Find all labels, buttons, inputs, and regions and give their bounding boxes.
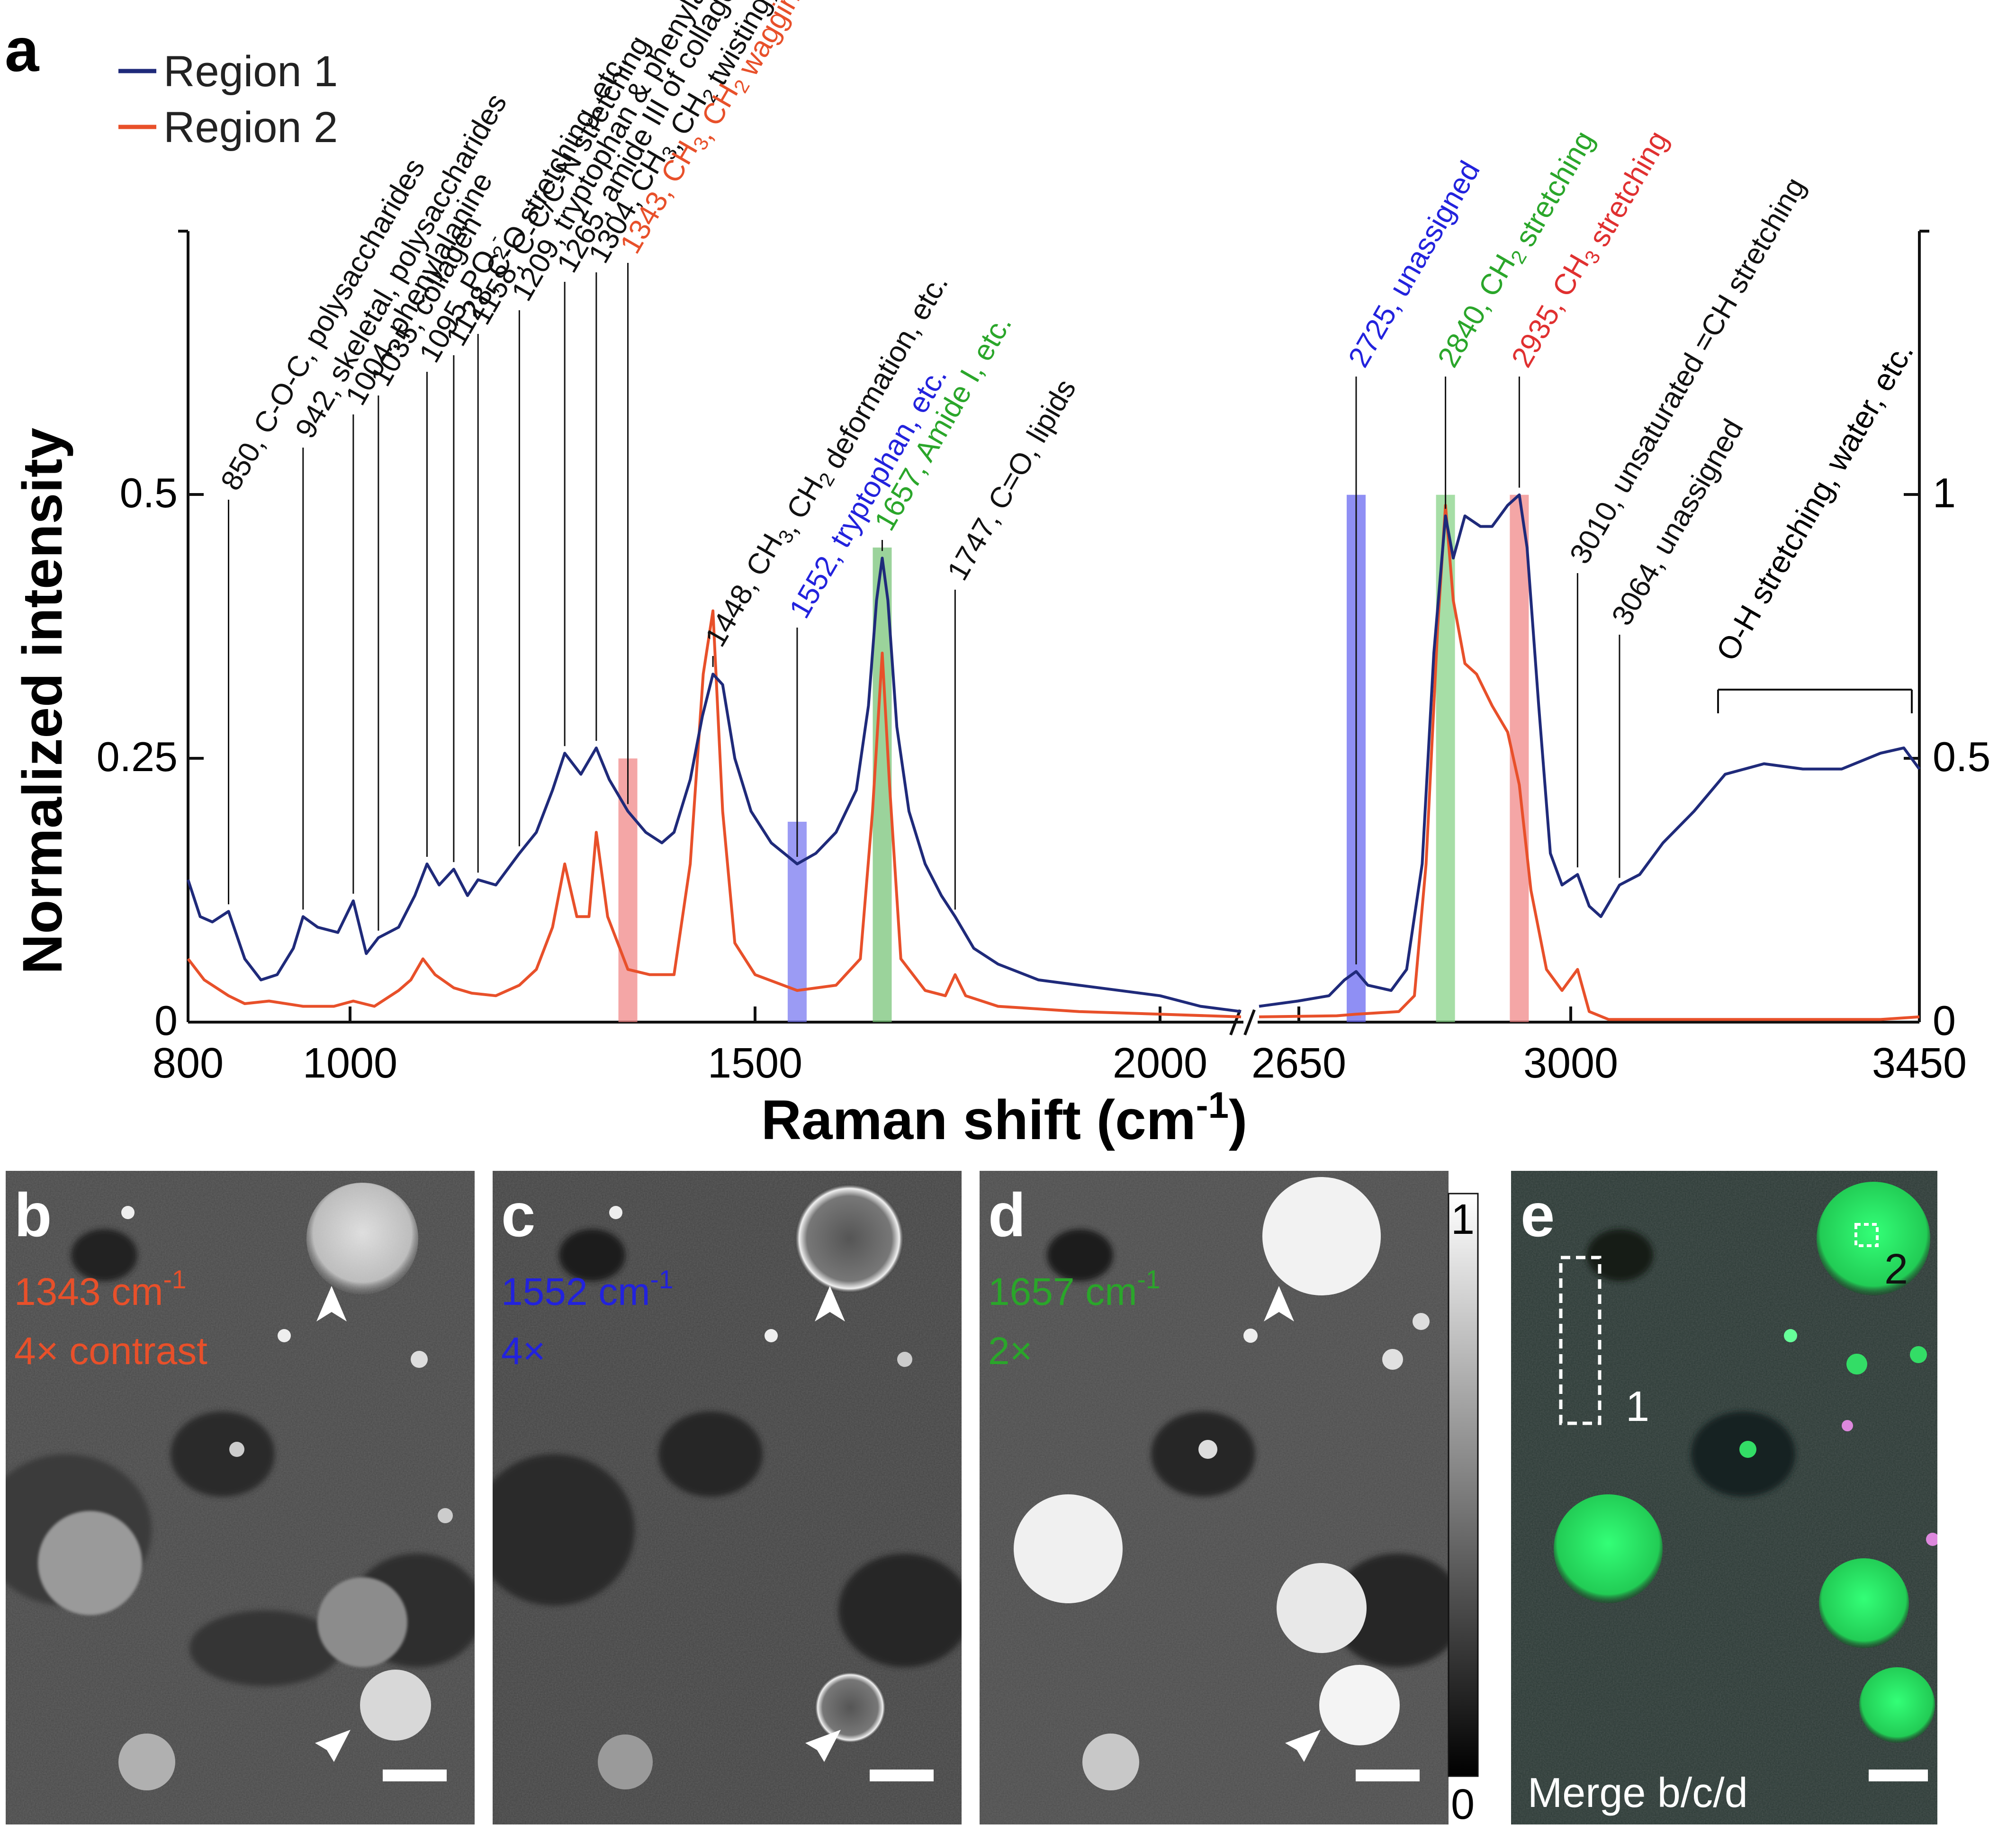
legend: Region 1 Region 2 [118, 47, 338, 152]
panel-d-image [980, 1171, 1449, 1824]
ytick-label-right-05: 0.5 [1933, 733, 1990, 780]
region1-label: 1 [1626, 1383, 1649, 1430]
panel-c-scalebar [870, 1770, 934, 1781]
xtick-label-3450: 3450 [1872, 1040, 1967, 1087]
spectra [187, 493, 1921, 1021]
series-region-2-low [187, 609, 1242, 1018]
panel-c-arrowhead-top [815, 1286, 845, 1321]
panel-d-contrast: 2× [988, 1330, 1033, 1373]
y-ticks [188, 493, 1919, 1024]
peak-lines [228, 263, 1620, 965]
series-region-2-high [1259, 503, 1920, 1021]
panel-c-image [493, 1171, 962, 1824]
ytick-label-left-0: 0 [154, 997, 178, 1044]
xtick-label-2650: 2650 [1251, 1040, 1346, 1087]
panel-c-wavenumber-sup: -1 [650, 1265, 674, 1294]
panel-b-wavenumber: 1343 cm-1 [14, 1265, 186, 1313]
region2-label: 2 [1884, 1246, 1908, 1293]
panel-b-arrowhead-bottom [315, 1730, 351, 1762]
colorbar-max-label: 1 [1451, 1196, 1475, 1243]
ytick-label-right-0: 0 [1933, 997, 1956, 1044]
x-axis-label-sup: -1 [1196, 1084, 1229, 1126]
panel-d-arrowhead-bottom [1285, 1730, 1321, 1762]
panel-label-a: a [5, 15, 40, 84]
oh-bracket [1717, 689, 1913, 713]
xtick-label-3000: 3000 [1523, 1040, 1618, 1087]
colorbar [1448, 1193, 1479, 1777]
panel-b-scalebar [383, 1770, 447, 1781]
series-region-1-low [187, 557, 1242, 1013]
colorbar-min-label: 0 [1451, 1781, 1475, 1828]
panel-b-wavenumber-main: 1343 cm [14, 1270, 163, 1313]
region1-box [1559, 1256, 1602, 1425]
ytick-label-right-1: 1 [1933, 469, 1956, 516]
panel-b-arrowhead-top [316, 1286, 347, 1321]
x-axis-label: Raman shift (cm-1) [761, 1084, 1248, 1151]
ytick-label-left-025: 0.25 [97, 733, 178, 780]
panel-b-wavenumber-sup: -1 [163, 1265, 187, 1294]
panel-d-wavenumber: 1657 cm-1 [988, 1265, 1160, 1313]
xtick-label-800: 800 [153, 1040, 224, 1087]
panel-d-wavenumber-sup: -1 [1137, 1265, 1161, 1294]
xtick-label-1000: 1000 [303, 1040, 397, 1087]
series-region-1-high [1259, 493, 1921, 1008]
xtick-label-2000: 2000 [1113, 1040, 1207, 1087]
panel-e-image [1511, 1171, 1937, 1824]
y-axis-label: Normalized intensity [11, 428, 74, 974]
panel-label-e: e [1521, 1180, 1555, 1249]
panel-label-d: d [988, 1180, 1026, 1249]
panel-label-c: c [501, 1180, 535, 1249]
panel-d-scalebar [1356, 1770, 1420, 1781]
panel-d-arrowhead-top [1264, 1286, 1294, 1321]
merge-caption: Merge b/c/d [1528, 1769, 1748, 1816]
axis-break-mark-2 [1243, 1009, 1256, 1036]
x-axis-label-end: ) [1229, 1089, 1247, 1151]
ytick-label-left-05: 0.5 [120, 469, 178, 516]
panel-c-contrast: 4× [501, 1330, 546, 1373]
axes [178, 230, 1929, 1036]
panel-c-arrowhead-bottom [805, 1730, 841, 1762]
region2-box [1854, 1223, 1879, 1247]
x-ticks [349, 1006, 1572, 1022]
highlight-bands [618, 494, 1529, 1022]
axis-break-mark-1 [1229, 1009, 1242, 1036]
panel-b-contrast: 4× contrast [14, 1330, 207, 1373]
legend-label-region2: Region 2 [163, 103, 338, 152]
panel-b-image [6, 1171, 475, 1824]
oh-stretching-label: O-H stretching, water, etc. [1709, 336, 1920, 666]
panel-label-b: b [14, 1180, 52, 1249]
x-axis-label-main: Raman shift (cm [761, 1089, 1196, 1151]
legend-label-region1: Region 1 [163, 47, 338, 96]
panel-e-scalebar [1869, 1770, 1928, 1781]
panel-c-wavenumber-main: 1552 cm [501, 1270, 650, 1313]
panel-c-wavenumber: 1552 cm-1 [501, 1265, 673, 1313]
panel-d-wavenumber-main: 1657 cm [988, 1270, 1137, 1313]
xtick-label-1500: 1500 [708, 1040, 802, 1087]
